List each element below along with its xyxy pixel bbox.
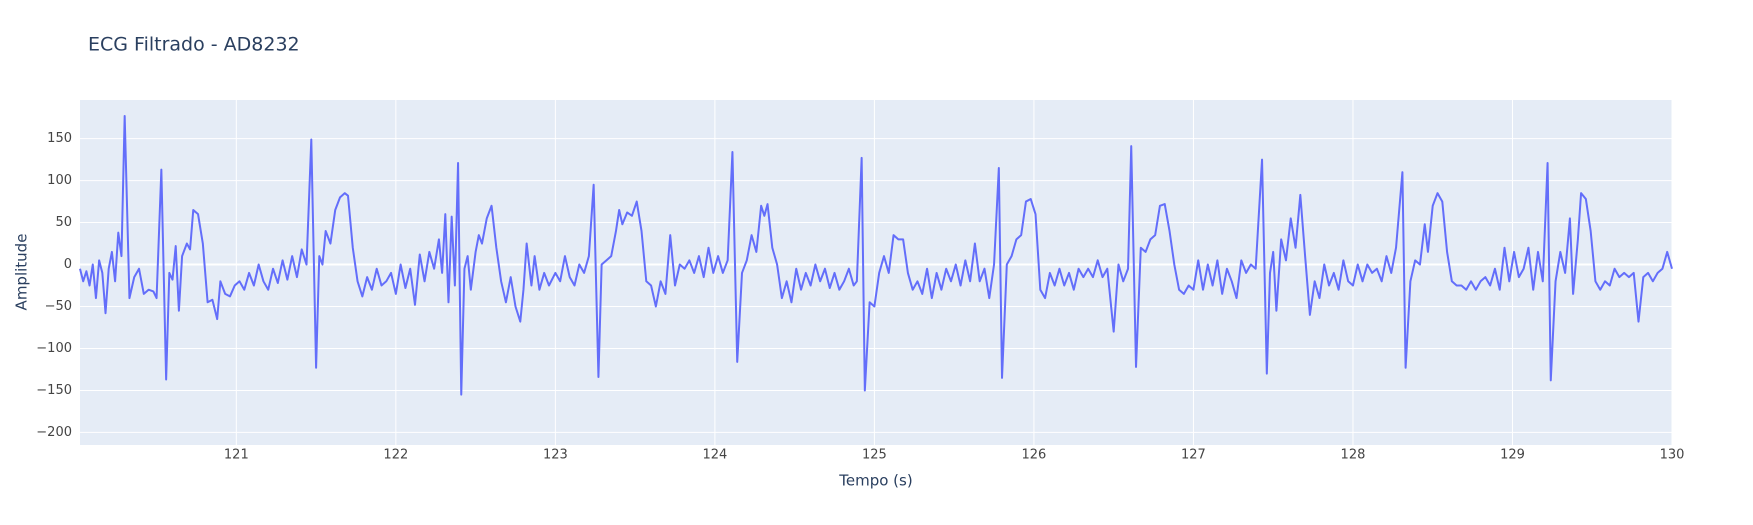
x-axis-title: Tempo (s) — [838, 472, 912, 490]
x-tick-label: 121 — [224, 448, 249, 463]
chart-title: ECG Filtrado - AD8232 — [88, 34, 300, 56]
x-tick-label: 130 — [1660, 448, 1685, 463]
x-tick-label: 129 — [1500, 448, 1525, 463]
y-tick-label: −50 — [45, 299, 72, 314]
y-tick-label: −150 — [36, 383, 72, 398]
y-axis-title: Amplitude — [13, 234, 31, 311]
y-tick-label: −200 — [36, 425, 72, 440]
plot-background — [80, 100, 1672, 445]
x-tick-label: 124 — [702, 448, 727, 463]
x-tick-label: 125 — [862, 448, 887, 463]
x-tick-label: 128 — [1341, 448, 1366, 463]
x-tick-label: 122 — [383, 448, 408, 463]
x-tick-label: 126 — [1022, 448, 1047, 463]
ecg-line — [79, 114, 1673, 396]
y-tick-label: 0 — [64, 257, 72, 272]
y-tick-label: 50 — [55, 215, 72, 230]
y-tick-label: 100 — [47, 173, 72, 188]
x-tick-label: 127 — [1181, 448, 1206, 463]
y-tick-label: −100 — [36, 341, 72, 356]
y-tick-label: 150 — [47, 131, 72, 146]
x-tick-label: 123 — [543, 448, 568, 463]
